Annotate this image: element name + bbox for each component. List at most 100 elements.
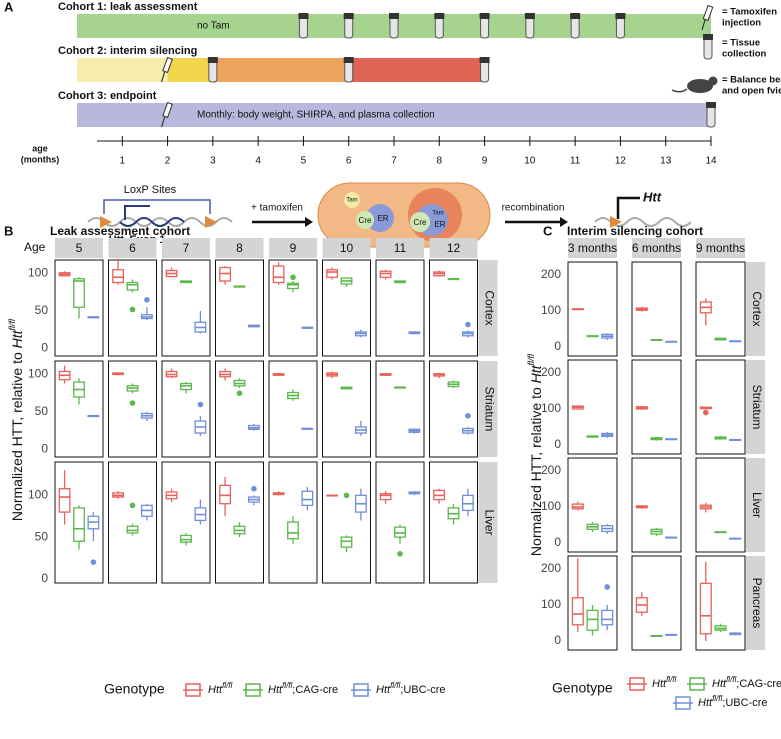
syringe-needle [160, 71, 166, 83]
outlier [397, 550, 403, 557]
facet-strip-label: Cortex [482, 290, 496, 325]
y-tick-label: 100 [28, 488, 48, 502]
tube-body [480, 59, 490, 83]
facet-strip [746, 556, 765, 650]
gene-name: Htt [528, 364, 544, 383]
facet-panel [268, 360, 318, 458]
schematic-label: ER [377, 214, 388, 223]
box [219, 484, 232, 505]
facet-panel [567, 261, 618, 357]
superscript: fl/fl [7, 318, 17, 331]
facet-panel [375, 461, 425, 584]
outlier [144, 296, 150, 303]
schematic-label: Cre [359, 216, 372, 225]
box [287, 282, 299, 290]
facet-strip-label: 6 [129, 241, 136, 255]
legend-title: Genotype [552, 680, 613, 696]
tube-cap [524, 13, 535, 19]
box [301, 490, 314, 507]
facet-strip [632, 238, 681, 258]
legend-label: injection [722, 18, 761, 29]
mouse-icon [671, 88, 688, 93]
tube-body [570, 15, 580, 39]
tube-cap [343, 57, 354, 63]
facet-panel [631, 261, 682, 357]
mouse-icon [708, 76, 718, 86]
tube-body [615, 15, 625, 39]
facet-strip-label: 9 months [696, 241, 745, 255]
y-tick-label: 0 [41, 571, 48, 585]
tube-icon [298, 13, 309, 39]
facet-panel [429, 360, 478, 458]
box [601, 609, 614, 626]
axis-label: (months) [21, 154, 60, 164]
y-tick-label: 0 [41, 442, 48, 456]
y-tick-label: 0 [554, 339, 561, 353]
cohort-segment [348, 58, 485, 82]
facet-strip [429, 238, 478, 258]
x-tick-label: 12 [615, 156, 627, 167]
facet-strip-label: Liver [482, 509, 496, 535]
x-tick-label: 2 [165, 156, 171, 167]
x-tick-label: 7 [391, 156, 397, 167]
box [379, 493, 392, 501]
schematic-label: ER [434, 220, 445, 229]
tube-cap [434, 13, 445, 19]
facet-panel [215, 461, 264, 584]
facet-panel [108, 259, 157, 357]
y-tick-label: 200 [541, 463, 561, 477]
legend-label: = Tissue [722, 38, 760, 49]
outlier [129, 502, 136, 509]
tube-body [344, 59, 354, 83]
loxp-site [205, 216, 217, 228]
schematic-label: LoxP Sites [124, 184, 177, 196]
cohort-title: Cohort 2: interim silencing [58, 45, 197, 57]
legend-label: = Tamoxifen [722, 7, 777, 18]
x-tick-label: 3 [210, 156, 216, 167]
facet-panel [54, 360, 104, 458]
gene-name: Htt [643, 189, 662, 204]
label-text: Normalized HTT, relative to [9, 348, 25, 521]
tube-icon [524, 13, 535, 39]
x-tick-label: 4 [255, 156, 261, 167]
tube-icon [343, 57, 354, 83]
facet-panel [567, 457, 618, 553]
tss [616, 196, 640, 219]
tamoxifen [344, 192, 360, 208]
facet-strip [269, 238, 317, 258]
facet-panel [375, 360, 425, 458]
panel-label: A [4, 0, 14, 14]
y-tick-label: 200 [541, 561, 561, 575]
superscript: fl/fl [282, 681, 292, 690]
superscript: fl/fl [222, 681, 232, 690]
facet-strip [746, 458, 765, 552]
facet-panel [429, 259, 478, 357]
cohort-segment [212, 58, 349, 82]
facet-panel [215, 360, 264, 458]
tube-cap [615, 13, 626, 19]
facet-panel [161, 461, 211, 584]
loxp-bracket [103, 199, 211, 214]
x-tick-label: 13 [660, 156, 672, 167]
outlier [703, 409, 709, 416]
box [586, 609, 599, 631]
y-tick-label: 200 [541, 267, 561, 281]
x-tick-label: 5 [301, 156, 307, 167]
facet-panel [631, 359, 682, 455]
cohort-segment [77, 58, 168, 82]
facet-panel [695, 555, 746, 651]
tube-icon [207, 57, 218, 83]
outlier [290, 274, 296, 281]
gene-name: Htt [652, 678, 667, 690]
facet-panel [695, 457, 746, 553]
exon [119, 217, 185, 227]
box [287, 521, 299, 540]
tube-cap [479, 57, 490, 63]
outlier [251, 485, 257, 492]
cohort-title: Cohort 3: endpoint [58, 90, 157, 102]
tube-cap [343, 13, 354, 19]
tube-body [480, 15, 490, 39]
legend-label: Httfl/fl;CAG-cre [712, 675, 781, 690]
outlier [197, 401, 204, 408]
facet-strip [746, 262, 765, 356]
